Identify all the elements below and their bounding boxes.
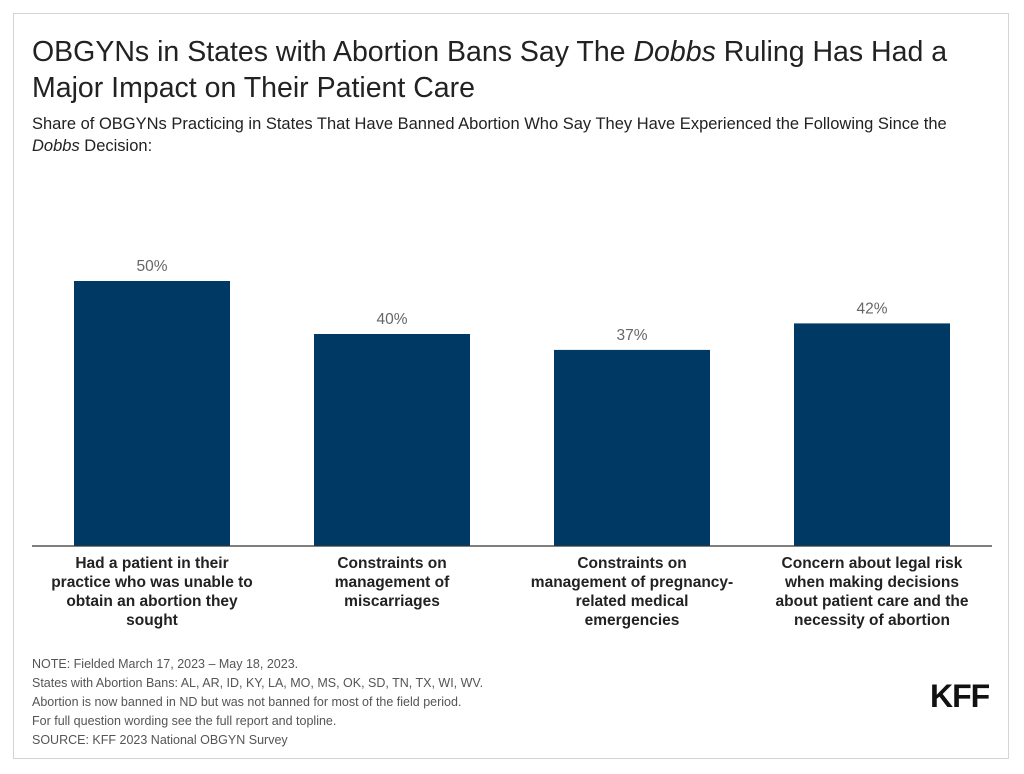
- note-line: Abortion is now banned in ND but was not…: [32, 695, 462, 709]
- note-line: For full question wording see the full r…: [32, 714, 337, 728]
- bar-2: [314, 334, 470, 546]
- value-label-3: 37%: [616, 327, 647, 344]
- category-label-3: Constraints on management of pregnancy-re…: [531, 555, 733, 629]
- value-label-2: 40%: [376, 311, 407, 328]
- bar-4: [794, 323, 950, 546]
- category-label-4: Concern about legal risk when making deci…: [776, 555, 969, 629]
- category-label-2: Constraints on management of miscarriages: [335, 555, 450, 610]
- note-line: NOTE: Fielded March 17, 2023 – May 18, 2…: [32, 657, 299, 671]
- source-line: SOURCE: KFF 2023 National OBGYN Survey: [32, 733, 288, 747]
- value-label-1: 50%: [136, 258, 167, 275]
- bar-3: [554, 349, 710, 546]
- category-label-1: Had a patient in their practice who was u…: [51, 555, 253, 629]
- kff-logo: KFF: [930, 678, 990, 714]
- notes: NOTE: Fielded March 17, 2023 – May 18, 2…: [32, 655, 732, 750]
- chart-title: OBGYNs in States with Abortion Bans Say …: [32, 36, 948, 104]
- chart-subtitle: Share of OBGYNs Practicing in States Tha…: [32, 115, 947, 155]
- note-line: States with Abortion Bans: AL, AR, ID, K…: [32, 676, 484, 690]
- value-label-4: 42%: [856, 300, 887, 317]
- bar-1: [74, 281, 230, 546]
